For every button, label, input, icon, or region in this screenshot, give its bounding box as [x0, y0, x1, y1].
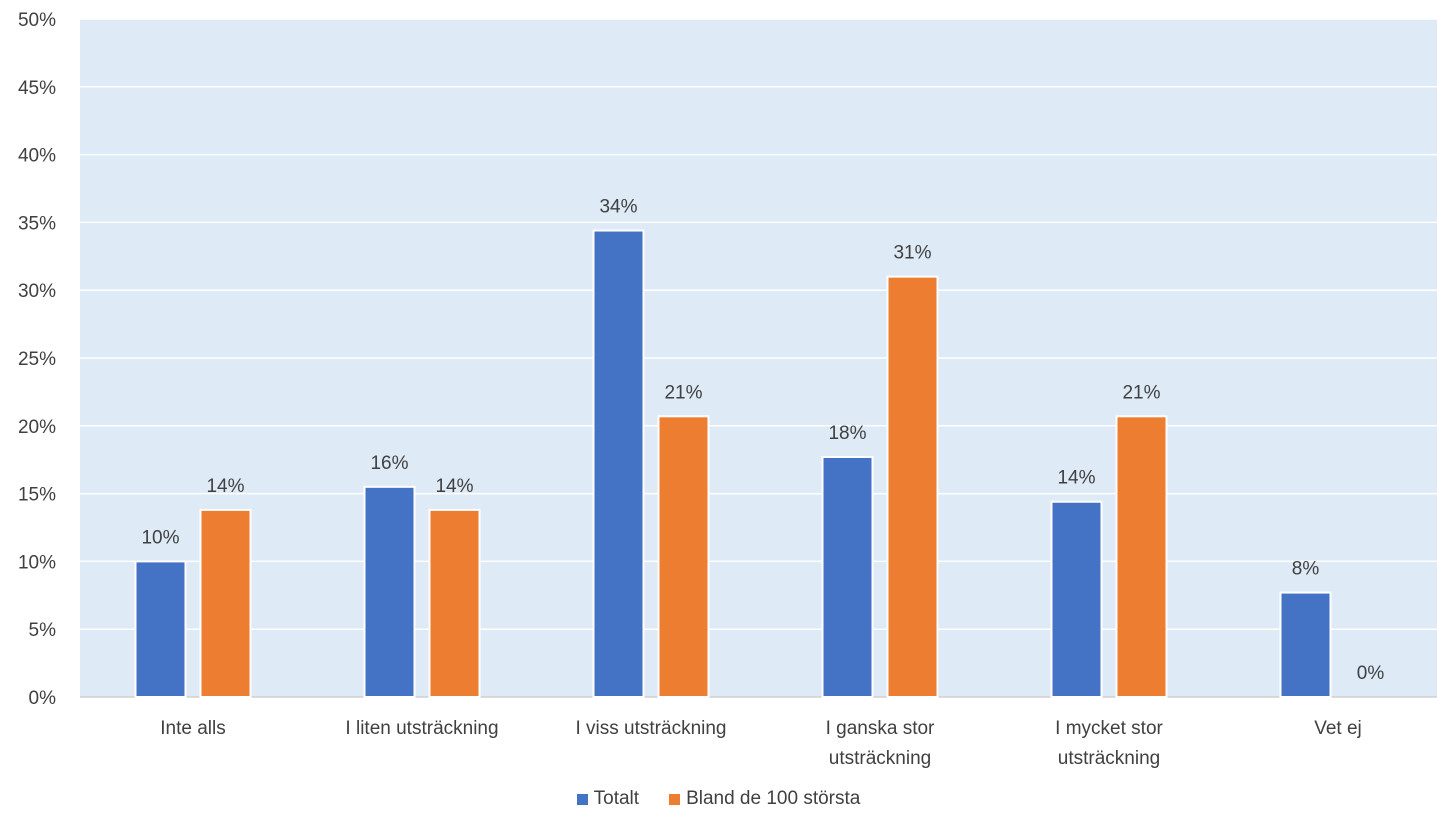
- data-label: 14%: [206, 476, 244, 497]
- y-tick-label: 10%: [18, 552, 56, 573]
- y-tick-label: 45%: [18, 78, 56, 99]
- bar: [821, 455, 874, 698]
- bar: [1115, 415, 1168, 698]
- y-tick-label: 40%: [18, 146, 56, 167]
- x-tick-label: I ganska stor: [826, 718, 935, 739]
- bar: [363, 485, 416, 698]
- bar: [886, 275, 939, 698]
- y-tick-label: 50%: [18, 10, 56, 31]
- x-tick-label: utsträckning: [829, 748, 931, 769]
- y-tick-label: 0%: [29, 688, 57, 709]
- data-label: 16%: [370, 453, 408, 474]
- data-label: 10%: [141, 527, 179, 548]
- legend-label-bland: Bland de 100 största: [686, 788, 861, 809]
- data-label: 21%: [664, 382, 702, 403]
- bar: [428, 508, 481, 699]
- data-label: 0%: [1357, 663, 1385, 684]
- bar: [1050, 500, 1103, 698]
- data-label: 21%: [1122, 382, 1160, 403]
- data-label: 14%: [435, 476, 473, 497]
- x-tick-label: Vet ej: [1314, 718, 1362, 739]
- y-tick-label: 25%: [18, 349, 56, 370]
- legend-swatch-totalt: [576, 793, 588, 805]
- bar: [134, 560, 187, 699]
- y-tick-label: 15%: [18, 485, 56, 506]
- data-label: 8%: [1292, 559, 1320, 580]
- x-tick-label: I mycket stor: [1055, 718, 1163, 739]
- y-tick-label: 5%: [29, 620, 57, 641]
- bar: [657, 415, 710, 698]
- data-label: 34%: [599, 197, 637, 218]
- bar: [1279, 591, 1332, 699]
- bar-chart: 0% 5% 10% 15% 20% 25% 30% 35% 40% 45% 50% Inte alls…: [18, 10, 1437, 769]
- legend-item-totalt: Totalt: [576, 788, 640, 810]
- legend-swatch-bland: [669, 793, 681, 805]
- data-label: 31%: [893, 243, 931, 264]
- legend-label-totalt: Totalt: [593, 788, 640, 809]
- legend: Totalt Bland de 100 största: [0, 788, 1437, 810]
- x-tick-label: I liten utsträckning: [345, 718, 498, 739]
- bar: [199, 508, 252, 699]
- y-tick-label: 35%: [18, 213, 56, 234]
- x-tick-label: I viss utsträckning: [576, 718, 727, 739]
- legend-item-bland: Bland de 100 största: [669, 788, 860, 810]
- x-tick-label: Inte alls: [160, 718, 225, 739]
- y-tick-label: 30%: [18, 281, 56, 302]
- y-tick-label: 20%: [18, 417, 56, 438]
- x-tick-label: utsträckning: [1058, 748, 1160, 769]
- data-label: 18%: [828, 423, 866, 444]
- bar: [592, 229, 645, 698]
- data-label: 14%: [1057, 468, 1095, 489]
